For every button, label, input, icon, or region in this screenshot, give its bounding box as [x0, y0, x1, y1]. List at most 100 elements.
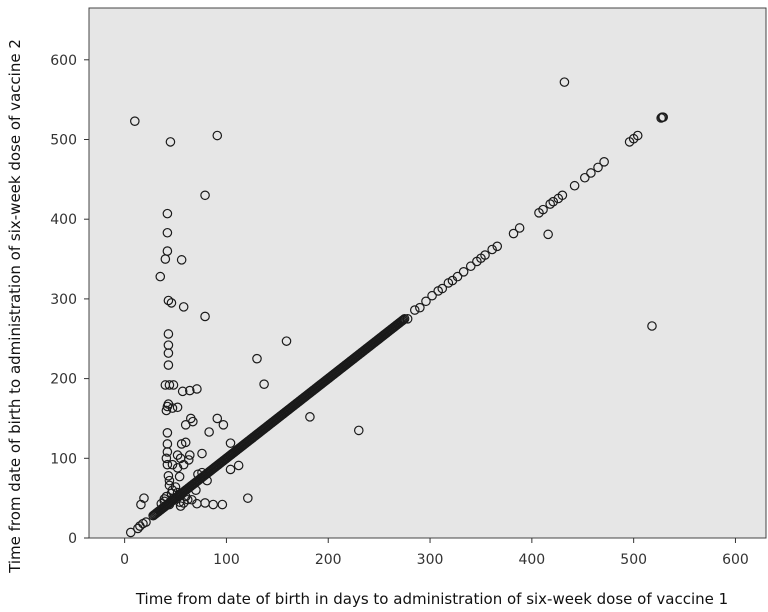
data-point — [174, 471, 185, 482]
data-point — [130, 116, 140, 126]
y-tick-label: 400 — [50, 212, 77, 228]
data-point — [398, 314, 409, 325]
data-point — [396, 316, 407, 327]
data-point — [656, 113, 666, 123]
x-tick-label: 100 — [213, 552, 240, 568]
data-point — [197, 448, 207, 459]
data-point — [167, 403, 178, 413]
data-points — [125, 77, 668, 538]
data-point — [163, 329, 174, 339]
data-point — [176, 439, 187, 449]
data-point — [162, 459, 173, 470]
data-point — [397, 315, 408, 326]
data-point — [402, 314, 413, 324]
data-point — [579, 172, 590, 183]
data-point — [164, 475, 175, 486]
data-point — [559, 77, 570, 87]
data-point — [159, 496, 170, 507]
data-point — [161, 405, 172, 416]
data-point — [465, 261, 476, 272]
data-point — [415, 302, 425, 313]
data-point — [162, 401, 173, 412]
data-point — [586, 168, 596, 178]
data-point — [557, 190, 568, 201]
data-point — [305, 412, 315, 422]
data-point — [508, 228, 519, 239]
x-tick-label: 200 — [315, 552, 342, 568]
x-tick-label: 500 — [620, 552, 647, 568]
y-tick-label: 500 — [50, 133, 77, 149]
data-point — [180, 437, 191, 448]
data-point — [217, 499, 228, 510]
data-point — [162, 227, 173, 238]
data-point — [259, 379, 269, 389]
data-point — [281, 336, 292, 346]
data-point — [155, 271, 166, 282]
data-point — [170, 482, 181, 492]
data-point — [184, 450, 195, 460]
y-axis: 0 100 200 300 400 500 600 — [50, 53, 89, 547]
data-point — [162, 208, 173, 219]
data-point — [159, 494, 170, 504]
data-point — [353, 425, 364, 436]
data-point — [437, 283, 448, 294]
data-point — [182, 494, 193, 505]
data-point — [480, 250, 490, 260]
data-point — [133, 523, 143, 534]
data-point — [172, 450, 183, 460]
data-point — [212, 130, 223, 141]
data-point — [538, 204, 548, 215]
data-point — [252, 353, 262, 364]
data-point — [593, 162, 603, 173]
data-point — [212, 413, 223, 424]
data-point — [168, 380, 179, 390]
data-point — [184, 385, 195, 396]
plot-area — [88, 7, 767, 539]
data-point — [208, 499, 218, 510]
data-point — [172, 402, 183, 413]
data-point — [166, 298, 177, 308]
data-point — [156, 498, 167, 509]
data-point — [233, 460, 244, 471]
y-tick-label: 100 — [50, 451, 77, 467]
data-point — [225, 464, 236, 475]
data-point — [173, 491, 184, 502]
data-point — [452, 271, 463, 282]
x-axis: 0 100 200 300 400 500 600 — [120, 538, 749, 568]
data-point — [178, 302, 189, 312]
data-point — [204, 427, 214, 437]
data-point — [165, 137, 176, 147]
data-point — [125, 527, 136, 538]
data-point — [202, 475, 212, 486]
data-point — [514, 223, 525, 233]
data-point — [647, 321, 657, 331]
data-point — [427, 290, 437, 301]
data-point — [178, 459, 189, 470]
x-tick-label: 0 — [120, 552, 129, 568]
data-point — [167, 459, 178, 470]
data-point — [548, 196, 559, 207]
y-axis-title: Time from date of birth to administratio… — [6, 39, 24, 574]
data-point — [163, 295, 174, 306]
data-point — [487, 244, 497, 255]
data-point — [197, 467, 207, 478]
data-point — [176, 255, 187, 265]
data-point — [492, 241, 503, 252]
data-point — [543, 229, 553, 240]
data-point — [172, 463, 183, 473]
data-point — [175, 501, 186, 511]
data-point — [399, 314, 410, 324]
x-axis-title: Time from date of birth in days to admin… — [135, 590, 728, 608]
y-tick-label: 0 — [68, 531, 77, 547]
data-point — [161, 491, 172, 502]
data-point — [163, 348, 174, 358]
x-tick-label: 600 — [722, 552, 749, 568]
data-point — [161, 453, 172, 464]
data-point — [421, 296, 431, 307]
data-point — [191, 485, 201, 495]
data-point — [569, 180, 580, 191]
y-tick-label: 200 — [50, 372, 77, 388]
data-point — [458, 266, 469, 277]
